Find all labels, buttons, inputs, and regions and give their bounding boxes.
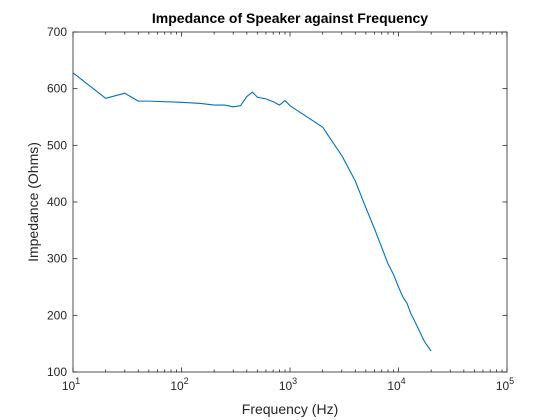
x-tick-exponent: 5 [509, 376, 514, 386]
x-tick-labels: 101 102 103 104 105 [62, 376, 514, 393]
y-tick-label: 600 [47, 82, 67, 96]
x-tick-exponent: 4 [401, 376, 406, 386]
y-axis-label: Impedance (Ohms) [25, 142, 41, 262]
x-axis-label: Frequency (Hz) [242, 401, 338, 417]
x-tick-label: 102 [170, 376, 188, 393]
x-tick-base: 10 [62, 379, 76, 393]
x-tick-base: 10 [170, 379, 184, 393]
plot-area [73, 32, 507, 372]
y-tick-label: 400 [47, 195, 67, 209]
y-tick-label: 500 [47, 138, 67, 152]
y-tick-label: 100 [47, 365, 67, 379]
y-tick-label: 300 [47, 252, 67, 266]
y-tick-label: 200 [47, 308, 67, 322]
y-tick-labels: 100 200 300 400 500 600 700 [47, 25, 67, 379]
x-tick-exponent: 2 [184, 376, 189, 386]
x-tick-exponent: 1 [75, 376, 80, 386]
y-tick-label: 700 [47, 25, 67, 39]
x-tick-base: 10 [496, 379, 510, 393]
x-tick-base: 10 [387, 379, 401, 393]
x-tick-base: 10 [279, 379, 293, 393]
chart-title: Impedance of Speaker against Frequency [152, 10, 428, 26]
x-tick-label: 105 [496, 376, 514, 393]
x-tick-exponent: 3 [292, 376, 297, 386]
x-tick-label: 103 [279, 376, 297, 393]
x-tick-label: 104 [387, 376, 405, 393]
